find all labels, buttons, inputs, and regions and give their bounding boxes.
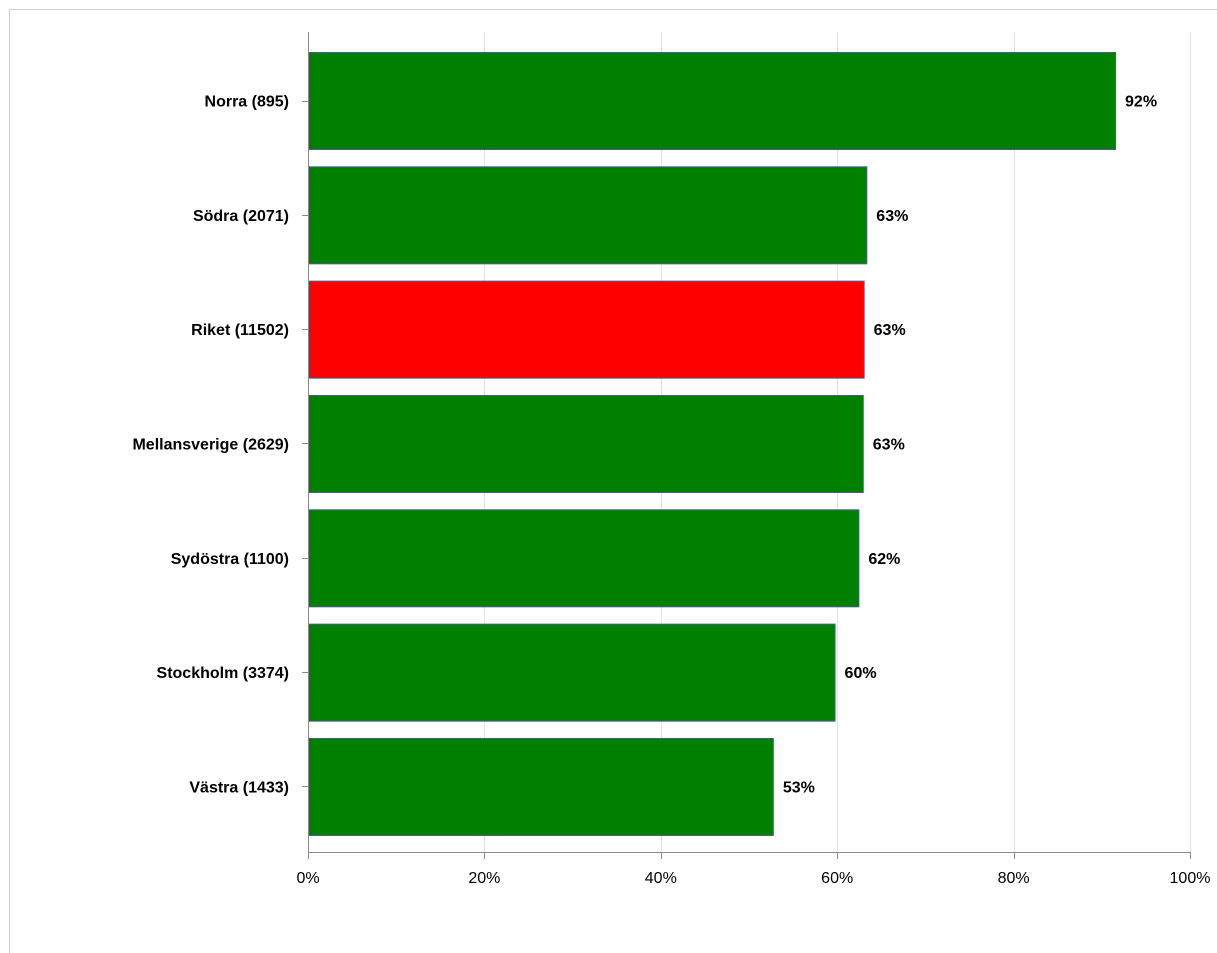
value-label: 62% <box>868 551 900 568</box>
category-label: Stockholm (3374) <box>157 665 289 682</box>
category-label: Riket (11502) <box>191 322 289 339</box>
category-label: Mellansverige (2629) <box>132 436 289 453</box>
category-label: Västra (1433) <box>189 779 289 796</box>
bar <box>308 52 1117 150</box>
value-label: 60% <box>845 665 877 682</box>
value-label: 53% <box>783 779 815 796</box>
axes <box>302 32 1191 859</box>
bar <box>308 394 864 493</box>
bar <box>308 166 868 265</box>
value-label: 63% <box>873 436 905 453</box>
category-label: Norra (895) <box>205 94 289 111</box>
x-tick-label: 60% <box>821 870 853 887</box>
x-tick-label: 100% <box>1170 870 1211 887</box>
bar <box>308 509 860 608</box>
x-tick-labels: 0% 20% 40% 60% 80% 100% <box>296 870 1210 887</box>
value-label: 63% <box>874 322 906 339</box>
bar <box>308 737 774 836</box>
value-labels: 92% 63% 63% 63% 62% 60% 53% <box>783 94 1157 797</box>
category-label: Södra (2071) <box>193 208 289 225</box>
chart-frame <box>9 9 1217 953</box>
category-labels: Norra (895) Södra (2071) Riket (11502) Mell… <box>132 94 289 797</box>
value-label: 92% <box>1125 94 1157 111</box>
bar <box>308 623 836 722</box>
category-label: Sydöstra (1100) <box>171 551 289 568</box>
x-tick-label: 20% <box>468 870 500 887</box>
x-tick-label: 0% <box>296 870 319 887</box>
bars <box>308 52 1117 836</box>
x-tick-label: 80% <box>998 870 1030 887</box>
x-tick-label: 40% <box>645 870 677 887</box>
value-label: 63% <box>876 208 908 225</box>
bar <box>308 280 865 379</box>
